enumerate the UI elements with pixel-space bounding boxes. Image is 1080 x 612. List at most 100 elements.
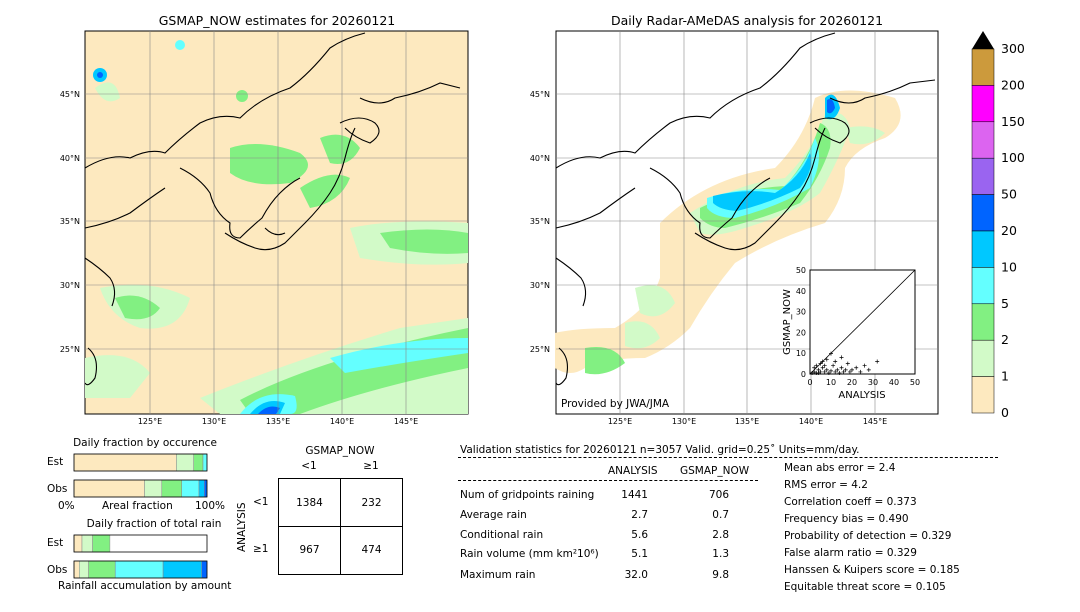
colorbar-label: 200 [1001,77,1025,92]
scatter-xtick: 30 [868,378,878,387]
rainfall-axis-label: Rainfall accumulation by amount [58,580,232,592]
left-map-rain [85,40,468,414]
right-lon-label: 140°E [799,417,823,426]
stat-row-gsmap: 1.3 [712,548,729,560]
colorbar-label: 50 [1001,187,1017,202]
stat-row-analysis: 1441 [621,489,648,501]
bar-segment [161,479,182,498]
left-lon-label: 135°E [266,417,290,426]
scatter-points [810,351,880,375]
stat-row-label: Num of gridpoints raining [460,489,595,501]
left-lat-label: 35°N [60,217,80,226]
scatter-point [829,351,833,356]
stat-row-analysis: 5.1 [631,548,648,560]
validation-header: Validation statistics for 20260121 n=305… [460,444,860,456]
bar-segment [181,479,200,498]
colorbar-label: 150 [1001,114,1025,129]
scatter-point [845,361,850,366]
bar-outline [73,479,208,498]
stat-row-label: Maximum rain [460,569,536,581]
contingency-col-ge1: ≥1 [363,460,379,472]
colorbar-label: 100 [1001,150,1025,165]
contingency-table: 1384 232 967 474 [278,478,403,575]
stat-row-label: Average rain [460,509,527,521]
bar-segment [92,534,111,553]
bar-outline [73,453,208,472]
scatter-ytick: 0 [801,370,806,379]
right-lat-label: 40°N [530,154,550,163]
right-lat-label: 25°N [530,345,550,354]
stat-row-gsmap: 0.7 [712,509,729,521]
scatter-point [820,365,825,370]
occurrence-title: Daily fraction by occurence [73,437,217,449]
scatter-xtick: 10 [826,378,836,387]
stat-row-gsmap: 706 [708,489,729,501]
scatter-point [824,367,829,372]
bar-segment [204,479,208,498]
score-line: Frequency bias = 0.490 [784,513,909,525]
score-line: False alarm ratio = 0.329 [784,547,917,559]
contingency-header: GSMAP_NOW [305,445,375,457]
contingency-row-axis: ANALYSIS [236,502,248,552]
bar-segment [73,534,83,553]
bar-segment [201,560,208,579]
rainfall-row-obs: Obs [47,564,68,576]
colorbar-segment [971,48,995,86]
scatter-xlabel: ANALYSIS [838,390,885,401]
scatter-point [826,370,831,375]
scatter-point [822,363,827,368]
colorbar-label: 300 [1001,41,1025,56]
score-line: Probability of detection = 0.329 [784,530,952,542]
right-map-coastline [555,32,936,386]
colorbar-segment [971,230,995,268]
occurrence-axis-right: 100% [195,500,226,512]
scatter-point [812,365,817,370]
scatter-point [835,367,840,372]
inset-scatter: 0 10 20 30 40 50 0 10 20 30 40 50 ANALYSIS GSMAP_N… [782,266,920,401]
left-map: 125°E 130°E 135°E 140°E 145°E 45°N 40°N … [60,30,469,426]
right-lon-label: 145°E [863,417,887,426]
scatter-point [816,370,821,375]
scatter-xtick: 50 [910,378,920,387]
occurrence-row-obs: Obs [47,483,68,495]
scatter-point [854,365,859,370]
colorbar-label: 5 [1001,296,1009,311]
bar-segment [193,453,204,472]
left-lat-label: 40°N [60,154,80,163]
colorbar-label: 20 [1001,223,1017,238]
left-map-coastline [84,32,461,386]
scatter-point [839,355,844,360]
stat-row-label: Rain volume (mm km²10⁶) [460,548,599,560]
scatter-point [812,369,817,374]
scatter-xtick: 0 [807,378,812,387]
scatter-point [833,369,838,374]
occurrence-bars [73,453,208,498]
scatter-point [850,367,854,372]
scatter-diagonal [809,269,916,375]
colorbar-label: 0 [1001,405,1009,420]
stat-row-analysis: 5.6 [631,529,648,541]
scatter-xtick: 40 [889,378,899,387]
scatter-point [843,367,848,372]
colorbar-label: 10 [1001,259,1017,274]
validation-divider [458,457,998,458]
scatter-ytick: 50 [796,266,806,275]
bar-outline [73,560,208,579]
right-lon-label: 125°E [608,417,632,426]
colorbar-segment [971,376,995,414]
scatter-ytick: 30 [796,308,806,317]
left-lon-label: 145°E [394,417,418,426]
scatter-xtick: 20 [847,378,857,387]
score-line: RMS error = 4.2 [784,479,868,491]
scatter-point [841,369,846,374]
left-lon-label: 130°E [202,417,226,426]
score-line: Mean abs error = 2.4 [784,462,896,474]
stat-row-analysis: 2.7 [631,509,648,521]
bar-segment [144,479,163,498]
validation-col-gsmap: GSMAP_NOW [680,465,750,477]
contingency-cell: 232 [361,497,382,509]
scatter-point [847,369,852,374]
scatter-point [831,363,836,368]
scatter-point [866,367,871,372]
colorbar-segment [971,267,995,305]
